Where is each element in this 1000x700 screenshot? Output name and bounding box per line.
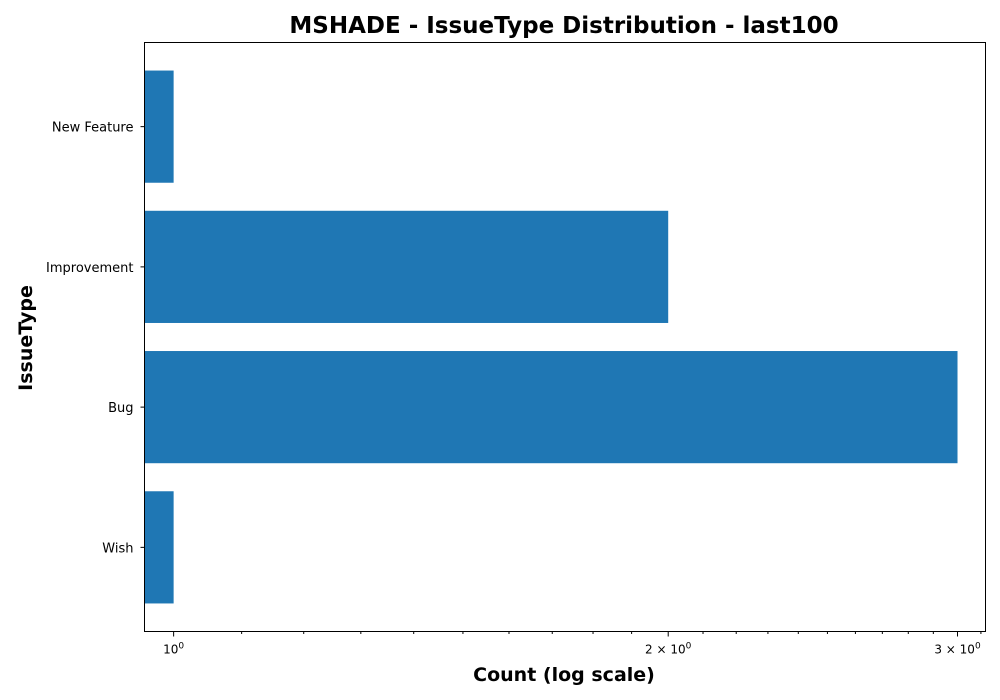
y-tick-label: Bug xyxy=(108,401,133,416)
bars xyxy=(144,70,958,604)
x-tick-label: 2 × 100 xyxy=(645,642,692,657)
plot-frame xyxy=(144,42,986,632)
y-axis-label: IssueType xyxy=(15,285,37,391)
bar-bug xyxy=(144,351,958,464)
chart-title: MSHADE - IssueType Distribution - last10… xyxy=(289,13,838,39)
y-axis: Wish Bug Improvement New Feature xyxy=(46,121,145,556)
y-tick-label: New Feature xyxy=(52,121,134,136)
bar-new-feature xyxy=(144,70,174,183)
y-tick-label: Improvement xyxy=(46,261,133,276)
bar-improvement xyxy=(144,210,669,323)
bar-wish xyxy=(144,491,174,604)
x-axis-label: Count (log scale) xyxy=(473,664,655,686)
x-axis: 100 2 × 100 3 × 100 xyxy=(163,631,982,657)
x-tick-label: 100 xyxy=(163,642,184,657)
y-tick-label: Wish xyxy=(102,541,133,556)
x-tick-label: 3 × 100 xyxy=(934,642,981,657)
